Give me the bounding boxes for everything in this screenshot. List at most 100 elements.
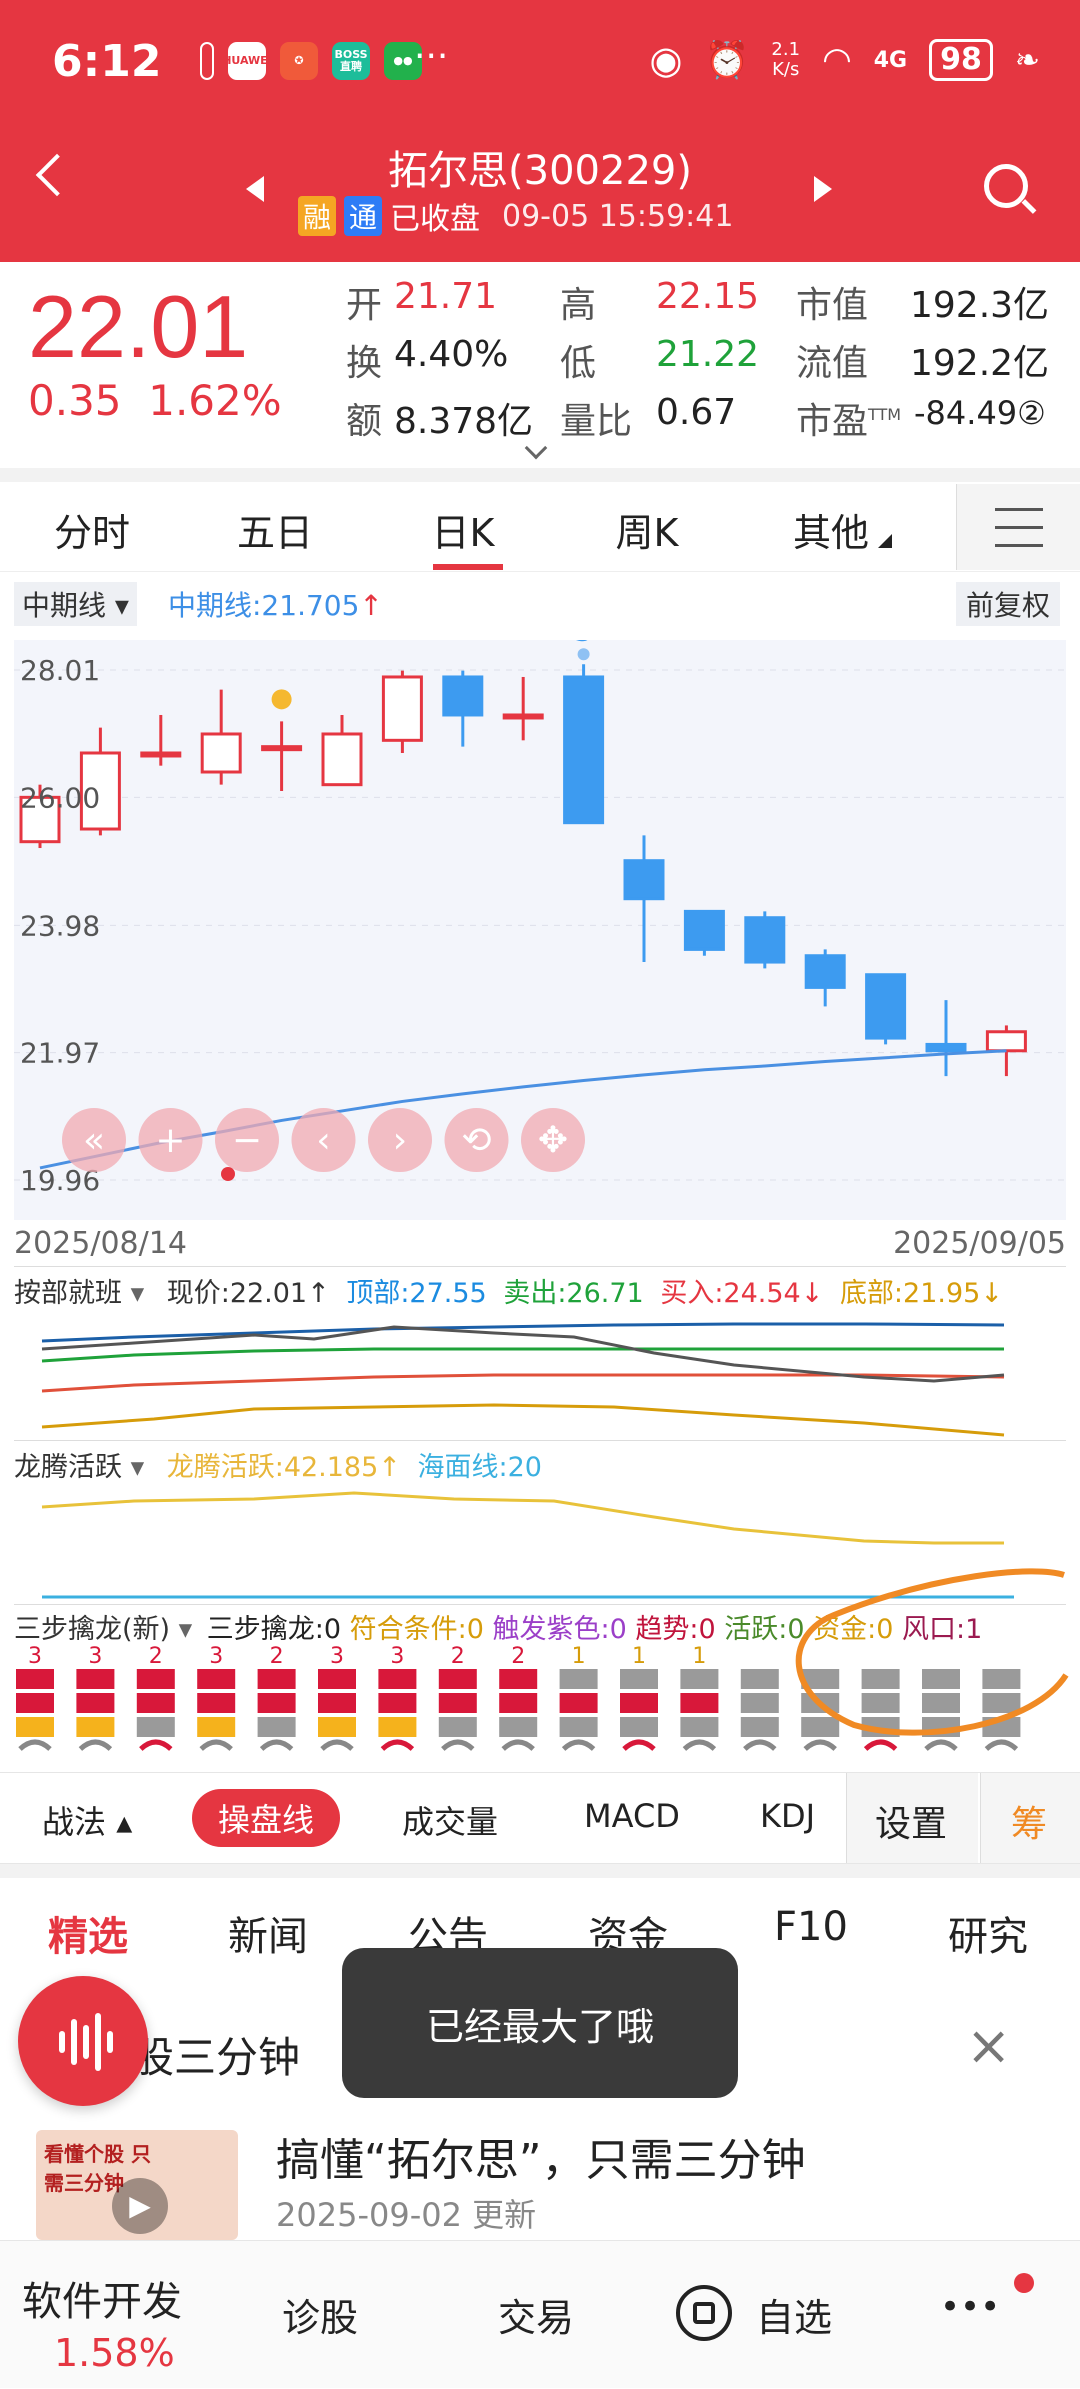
article-thumbnail[interactable]: 看懂个股 只需三分钟 ▶: [36, 2130, 238, 2240]
zhanfa-dropdown[interactable]: 战法 ▴: [42, 1803, 133, 1841]
signal-block: [499, 1693, 538, 1713]
notification-dot: [1014, 2273, 1034, 2293]
nav-trade[interactable]: 交易: [498, 2296, 575, 2340]
bottom-nav: 软件开发 1.58% 诊股 交易 自选 •••: [0, 2240, 1080, 2388]
signal-block: [680, 1669, 719, 1689]
bar-count-label: 3: [209, 1645, 223, 1669]
candle-body: [200, 732, 242, 774]
signal-block: [922, 1693, 960, 1713]
nav-watchlist[interactable]: 自选: [756, 2296, 833, 2340]
zoom-out-button[interactable]: [215, 1108, 279, 1172]
tab-weekly-k[interactable]: 周K: [615, 511, 679, 555]
signal-block: [136, 1693, 175, 1713]
marker-dot: [221, 1167, 235, 1181]
bar-count-label: 2: [451, 1645, 465, 1669]
dropdown-triangle-icon: [878, 534, 892, 548]
indicator1-lines: [41, 1322, 1005, 1437]
next-icon: ›: [393, 1120, 407, 1161]
start-date: 2025/08/14: [14, 1226, 187, 1261]
candle-body: [925, 1042, 967, 1053]
tab-featured[interactable]: 精选: [48, 1914, 128, 1960]
indicator-panel-2: 龙腾活跃 ▾ 龙腾活跃:42.185↑ 海面线:20: [14, 1440, 1066, 1602]
signal-block: [559, 1693, 598, 1713]
kdj-button[interactable]: KDJ: [760, 1797, 816, 1835]
ind1-top: 顶部:27.55: [346, 1278, 487, 1309]
indicator1-header: 按部就班 ▾ 现价:22.01↑ 顶部:27.55 卖出:26.71 买入:24…: [14, 1278, 1003, 1309]
bar-count-label: 2: [270, 1645, 284, 1669]
status-right: ◉ ⏰ 2.1 K/s ◠ 4G 98 ❧: [649, 38, 1040, 82]
macd-button[interactable]: MACD: [584, 1797, 680, 1835]
signal-block: [559, 1717, 598, 1737]
candle-body: [19, 795, 61, 844]
ind1-bottom: 底部:21.95↓: [839, 1278, 1003, 1309]
last-price: 22.01: [28, 277, 249, 376]
prev-button[interactable]: [291, 1108, 356, 1172]
signal-block: [740, 1717, 779, 1737]
indicator-select[interactable]: 中期线 ▾: [14, 582, 137, 626]
tab-news[interactable]: 新闻: [228, 1914, 308, 1960]
bar-count-label: 3: [330, 1645, 344, 1669]
sector-change: 1.58%: [54, 2331, 175, 2375]
signal-mark: [561, 1739, 596, 1751]
amount-value: 8.378亿: [394, 401, 534, 442]
list-menu-icon[interactable]: [956, 484, 1080, 570]
candle-body: [804, 954, 846, 989]
signal-block: [620, 1693, 658, 1713]
prev-stock-button[interactable]: [246, 176, 264, 202]
signal-block: [680, 1693, 719, 1713]
vol-ratio-value: 0.67: [656, 392, 737, 433]
ind2-sea: 海面线:20: [417, 1452, 542, 1483]
signal-block: [257, 1693, 296, 1713]
float-label: 流值: [796, 343, 869, 384]
chip-button[interactable]: 筹: [980, 1773, 1080, 1863]
signal-mark: [78, 1739, 113, 1751]
article-title[interactable]: 搞懂“拓尔思”，只需三分钟: [276, 2135, 806, 2186]
rotate-button[interactable]: [444, 1108, 509, 1172]
signal-mark: [622, 1739, 656, 1751]
candle-body: [321, 732, 363, 787]
bulb-icon[interactable]: [271, 689, 292, 710]
chart-indicator-bar: 中期线 ▾ 中期线:21.705↑ 前复权: [0, 576, 1080, 626]
close-icon[interactable]: ×: [966, 2014, 1012, 2077]
y-tick-label: 21.97: [20, 1037, 100, 1070]
signal-block: [16, 1669, 54, 1689]
move-button[interactable]: [521, 1108, 585, 1172]
tab-intraday[interactable]: 分时: [53, 511, 130, 555]
nav-diagnose[interactable]: 诊股: [282, 2296, 359, 2340]
adjust-select[interactable]: 前复权: [956, 582, 1061, 626]
quote-time: 09-05 15:59:41: [502, 198, 734, 234]
tab-other[interactable]: 其他: [792, 511, 869, 555]
y-tick-label: 28.01: [20, 654, 100, 687]
candle-body: [140, 751, 182, 758]
candle-body: [381, 675, 423, 742]
next-stock-button[interactable]: [814, 176, 832, 202]
sector-button[interactable]: 软件开发 1.58%: [0, 2241, 214, 2389]
rewind-button[interactable]: [62, 1108, 126, 1172]
tab-f10[interactable]: F10: [774, 1904, 848, 1950]
play-icon: ▶: [112, 2178, 168, 2234]
signal-mark: [863, 1739, 898, 1751]
tab-daily-k[interactable]: 日K: [388, 502, 538, 570]
next-button[interactable]: [368, 1108, 432, 1172]
voice-assistant-button[interactable]: [18, 1976, 148, 2106]
settings-button[interactable]: 设置: [846, 1773, 978, 1863]
tab-research[interactable]: 研究: [948, 1914, 1028, 1960]
zoom-out-icon: −: [232, 1120, 262, 1161]
more-icon[interactable]: •••: [940, 2287, 1001, 2327]
indicator2-header: 龙腾活跃 ▾ 龙腾活跃:42.185↑ 海面线:20: [14, 1452, 542, 1483]
signal-block: [378, 1669, 417, 1689]
signal-block: [982, 1669, 1021, 1689]
search-icon[interactable]: [984, 164, 1028, 208]
volume-button[interactable]: 成交量: [402, 1803, 499, 1841]
zoom-in-button[interactable]: [138, 1108, 203, 1172]
signal-block: [499, 1669, 538, 1689]
tab-five-day[interactable]: 五日: [236, 511, 313, 555]
bar-count-label: 2: [149, 1645, 163, 1669]
signal-block: [438, 1693, 477, 1713]
signal-mark: [320, 1739, 354, 1751]
signal-block: [378, 1717, 417, 1737]
signal-block: [559, 1669, 598, 1689]
bar-count-label: 2: [511, 1645, 525, 1669]
caopan-button[interactable]: 操盘线: [192, 1789, 341, 1847]
